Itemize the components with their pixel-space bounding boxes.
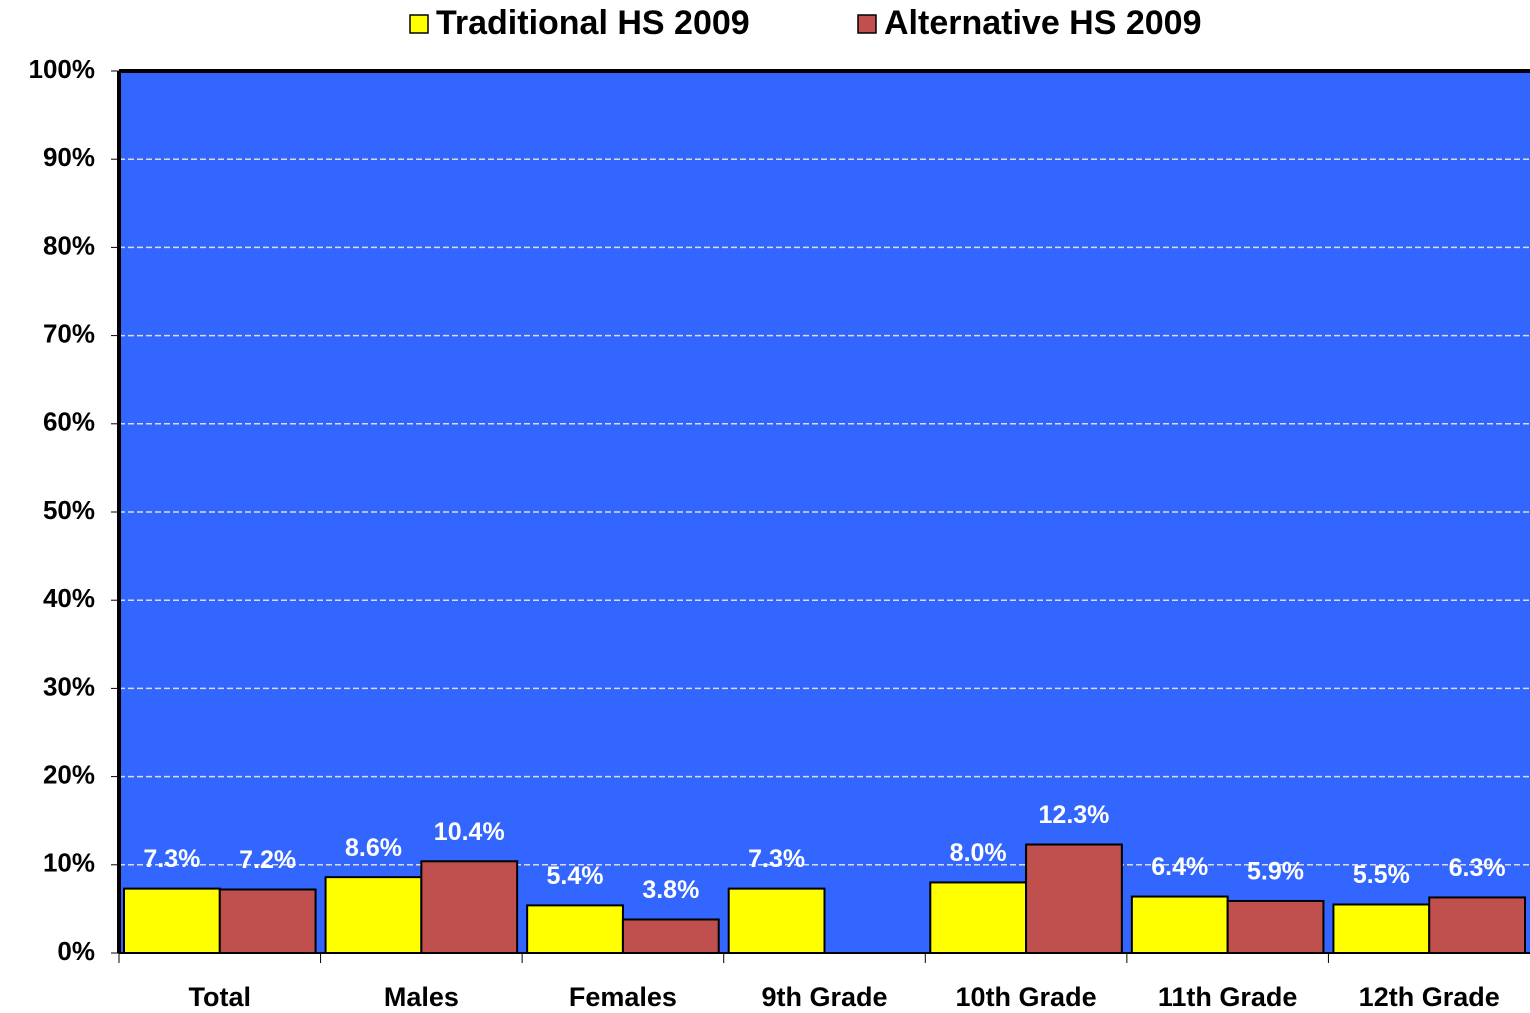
y-tick-label: 50% [43,495,95,525]
data-label: 7.2% [239,846,296,874]
y-tick-label: 70% [43,318,95,348]
bar [1332,903,1431,954]
x-tick-label: Total [189,982,252,1012]
data-label: 7.3% [143,845,200,873]
y-tick-label: 30% [43,671,95,701]
x-tick-label: 11th Grade [1158,982,1298,1012]
legend-swatch [409,14,429,34]
legend-swatch [857,14,877,34]
bar [420,860,519,954]
data-label: 6.3% [1449,854,1506,882]
bar [1226,899,1325,954]
bar [621,918,720,955]
x-tick-label: 10th Grade [956,982,1097,1012]
y-tick-label: 90% [43,142,95,172]
bar [324,876,423,955]
bar [123,887,221,955]
data-label: 3.8% [642,876,699,904]
x-tick-label: 12th Grade [1359,982,1500,1012]
data-label: 7.3% [748,845,805,873]
bar [1130,895,1229,954]
bar [1428,896,1526,955]
data-label: 8.0% [950,839,1007,867]
legend-label: Traditional HS 2009 [436,4,750,42]
bar [727,887,826,955]
data-label: 10.4% [434,818,505,846]
data-label: 12.3% [1039,801,1110,829]
data-label: 8.6% [345,834,402,862]
x-tick-label: 9th Grade [761,982,887,1012]
bar [218,888,317,954]
bar [526,904,624,955]
y-tick-label: 10% [43,848,95,878]
data-label: 5.9% [1247,858,1304,886]
y-tick-label: 80% [43,230,95,260]
legend-label: Alternative HS 2009 [884,4,1202,42]
bar [929,881,1028,954]
data-label: 6.4% [1151,853,1208,881]
data-label: 5.5% [1353,861,1410,889]
y-tick-label: 40% [43,583,95,613]
y-tick-label: 60% [43,407,95,437]
data-label: 5.4% [547,862,604,890]
bar [1025,843,1123,954]
x-tick-label: Males [384,982,459,1012]
y-tick-label: 0% [57,936,95,966]
y-tick-label: 100% [29,54,96,84]
x-tick-label: Females [569,982,677,1012]
y-tick-label: 20% [43,759,95,789]
